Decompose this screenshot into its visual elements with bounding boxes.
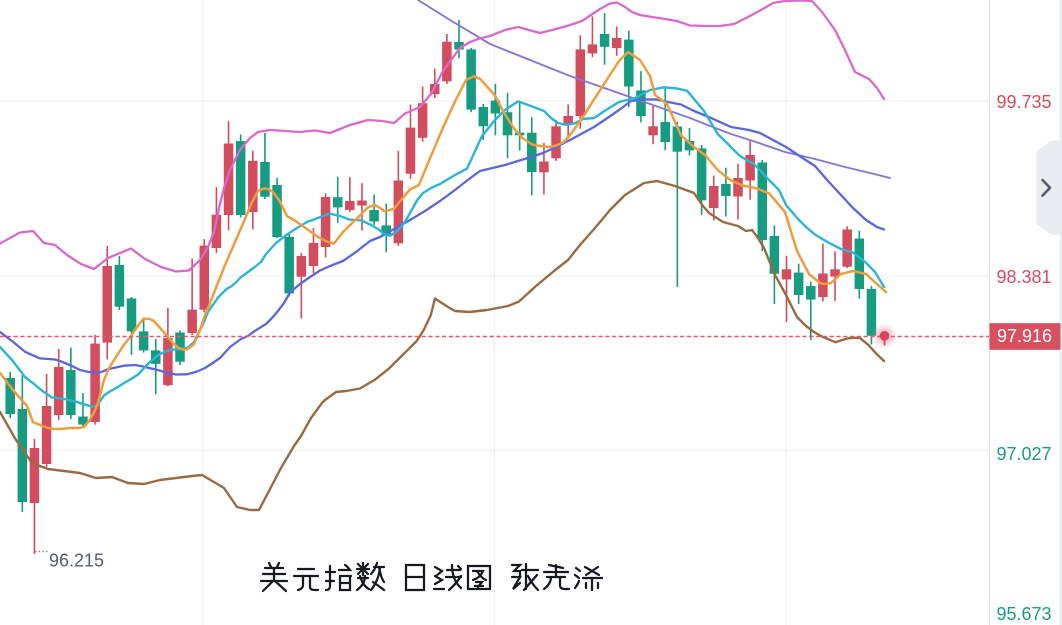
svg-text:98.381: 98.381 bbox=[997, 267, 1052, 287]
svg-text:99.735: 99.735 bbox=[997, 92, 1052, 112]
svg-text:97.916: 97.916 bbox=[997, 326, 1052, 346]
svg-text:96.215: 96.215 bbox=[49, 551, 104, 571]
svg-text:97.027: 97.027 bbox=[997, 444, 1052, 464]
svg-text:95.673: 95.673 bbox=[997, 604, 1052, 624]
